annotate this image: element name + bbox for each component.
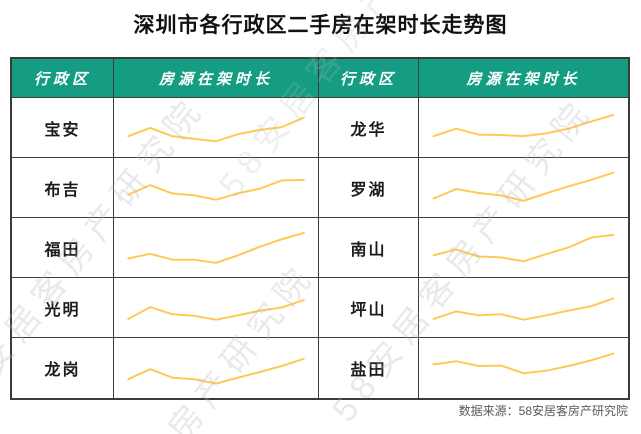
column-header-district-left: 行政区 (12, 59, 114, 98)
sparkline-cell (419, 218, 628, 278)
district-name: 龙岗 (12, 338, 114, 398)
column-header-district-right: 行政区 (319, 59, 419, 98)
district-name: 坪山 (319, 278, 419, 338)
column-header-duration-right: 房源在架时长 (419, 59, 628, 98)
district-name: 罗湖 (319, 158, 419, 218)
trend-line (434, 298, 614, 319)
districts-table: 行政区 房源在架时长 行政区 房源在架时长 宝安 龙华 布吉 罗湖 福田 南山 … (10, 57, 630, 400)
trend-line (128, 180, 303, 200)
district-name: 福田 (12, 218, 114, 278)
trend-sparkline (419, 338, 628, 398)
trend-line (434, 115, 614, 136)
district-name: 光明 (12, 278, 114, 338)
sparkline-cell (114, 338, 319, 398)
chart-title: 深圳市各行政区二手房在架时长走势图 (133, 14, 508, 37)
sparkline-svg (419, 98, 628, 157)
sparkline-cell (419, 278, 628, 338)
sparkline-svg (419, 158, 628, 217)
trend-line (128, 118, 303, 142)
sparkline-cell (114, 98, 319, 158)
district-name: 盐田 (319, 338, 419, 398)
sparkline-cell (114, 218, 319, 278)
trend-sparkline (114, 98, 318, 157)
trend-line (434, 354, 614, 374)
district-name: 南山 (319, 218, 419, 278)
sparkline-svg (114, 98, 318, 157)
trend-sparkline (114, 158, 318, 217)
column-header-duration-left: 房源在架时长 (114, 59, 319, 98)
sparkline-cell (419, 338, 628, 398)
trend-line (128, 359, 303, 384)
trend-line (128, 300, 303, 320)
sparkline-cell (114, 278, 319, 338)
sparkline-svg (114, 338, 318, 398)
district-name: 龙华 (319, 98, 419, 158)
sparkline-svg (114, 278, 318, 337)
sparkline-cell (419, 158, 628, 218)
district-name: 宝安 (12, 98, 114, 158)
sparkline-svg (419, 278, 628, 337)
trend-sparkline (419, 158, 628, 217)
trend-sparkline (419, 278, 628, 337)
trend-sparkline (114, 278, 318, 337)
data-source: 数据来源：58安居客房产研究院 (458, 404, 628, 418)
sparkline-cell (114, 158, 319, 218)
trend-line (128, 233, 303, 263)
trend-line (434, 173, 614, 201)
trend-sparkline (419, 98, 628, 157)
sparkline-svg (114, 158, 318, 217)
trend-sparkline (419, 218, 628, 277)
sparkline-svg (419, 218, 628, 277)
district-name: 布吉 (12, 158, 114, 218)
sparkline-svg (419, 338, 628, 398)
trend-line (434, 235, 614, 261)
trend-sparkline (114, 218, 318, 277)
trend-sparkline (114, 338, 318, 398)
sparkline-svg (114, 218, 318, 277)
sparkline-cell (419, 98, 628, 158)
